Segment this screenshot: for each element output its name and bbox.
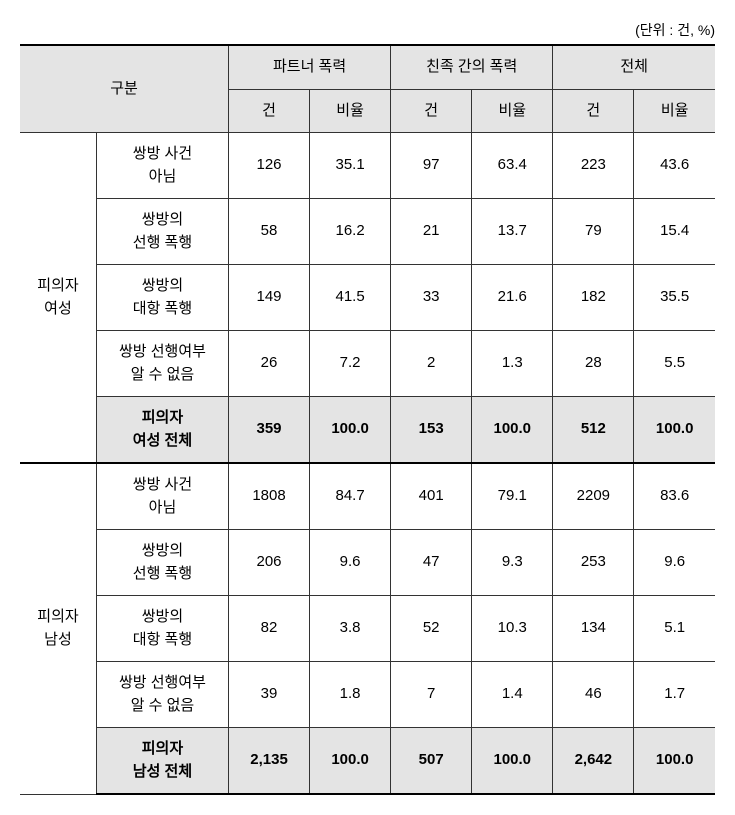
cell: 97 [391,133,472,199]
cell: 10.3 [472,596,553,662]
cell: 253 [553,530,634,596]
subtotal-row: 피의자남성 전체 2,135 100.0 507 100.0 2,642 100… [20,728,715,795]
cell: 3.8 [310,596,391,662]
cell: 2 [391,331,472,397]
cell: 100.0 [472,397,553,464]
cell: 26 [228,331,309,397]
cell: 1.8 [310,662,391,728]
cell: 507 [391,728,472,795]
table-wrapper: (단위 : 건, %) 구분 파트너 폭력 친족 간의 폭력 전체 건 비율 건… [20,20,715,795]
cell: 5.1 [634,596,715,662]
cell: 58 [228,199,309,265]
cell: 512 [553,397,634,464]
cell: 9.3 [472,530,553,596]
cell: 79.1 [472,463,553,530]
header-category: 구분 [20,45,228,133]
table-row: 쌍방의대항 폭행 149 41.5 33 21.6 182 35.5 [20,265,715,331]
cell: 182 [553,265,634,331]
table-header: 구분 파트너 폭력 친족 간의 폭력 전체 건 비율 건 비율 건 비율 [20,45,715,133]
subtotal-row: 피의자여성 전체 359 100.0 153 100.0 512 100.0 [20,397,715,464]
cell: 100.0 [310,397,391,464]
table-row: 피의자여성 쌍방 사건아님 126 35.1 97 63.4 223 43.6 [20,133,715,199]
cell: 39 [228,662,309,728]
row-label: 쌍방의선행 폭행 [96,199,228,265]
cell: 2209 [553,463,634,530]
cell: 5.5 [634,331,715,397]
unit-label: (단위 : 건, %) [20,20,715,40]
header-sub: 비율 [472,89,553,133]
cell: 15.4 [634,199,715,265]
cell: 1808 [228,463,309,530]
cell: 47 [391,530,472,596]
header-sub: 비율 [634,89,715,133]
cell: 21.6 [472,265,553,331]
header-group-1: 친족 간의 폭력 [391,45,553,89]
row-label: 쌍방의대항 폭행 [96,596,228,662]
row-label: 쌍방 사건아님 [96,133,228,199]
cell: 35.1 [310,133,391,199]
table-row: 쌍방 선행여부알 수 없음 39 1.8 7 1.4 46 1.7 [20,662,715,728]
cell: 82 [228,596,309,662]
cell: 84.7 [310,463,391,530]
row-label: 쌍방 선행여부알 수 없음 [96,331,228,397]
row-label: 쌍방 선행여부알 수 없음 [96,662,228,728]
cell: 100.0 [634,728,715,795]
cell: 35.5 [634,265,715,331]
cell: 149 [228,265,309,331]
cell: 9.6 [634,530,715,596]
row-label: 쌍방의선행 폭행 [96,530,228,596]
table-body: 피의자여성 쌍방 사건아님 126 35.1 97 63.4 223 43.6 … [20,133,715,795]
subtotal-label: 피의자남성 전체 [96,728,228,795]
header-group-0: 파트너 폭력 [228,45,390,89]
cell: 401 [391,463,472,530]
cell: 7.2 [310,331,391,397]
cell: 223 [553,133,634,199]
cell: 126 [228,133,309,199]
cell: 33 [391,265,472,331]
table-row: 쌍방의선행 폭행 58 16.2 21 13.7 79 15.4 [20,199,715,265]
cell: 41.5 [310,265,391,331]
header-sub: 건 [553,89,634,133]
cell: 46 [553,662,634,728]
header-sub: 비율 [310,89,391,133]
header-sub: 건 [228,89,309,133]
cell: 13.7 [472,199,553,265]
cell: 100.0 [310,728,391,795]
cell: 1.3 [472,331,553,397]
table-row: 쌍방 선행여부알 수 없음 26 7.2 2 1.3 28 5.5 [20,331,715,397]
cell: 79 [553,199,634,265]
cell: 2,135 [228,728,309,795]
group-label: 피의자여성 [20,133,96,464]
group-label: 피의자남성 [20,463,96,794]
subtotal-label: 피의자여성 전체 [96,397,228,464]
cell: 206 [228,530,309,596]
cell: 1.4 [472,662,553,728]
cell: 83.6 [634,463,715,530]
cell: 359 [228,397,309,464]
cell: 2,642 [553,728,634,795]
cell: 153 [391,397,472,464]
table-row: 쌍방의대항 폭행 82 3.8 52 10.3 134 5.1 [20,596,715,662]
header-group-2: 전체 [553,45,715,89]
cell: 43.6 [634,133,715,199]
row-label: 쌍방 사건아님 [96,463,228,530]
data-table: 구분 파트너 폭력 친족 간의 폭력 전체 건 비율 건 비율 건 비율 피의자… [20,44,715,795]
table-row: 쌍방의선행 폭행 206 9.6 47 9.3 253 9.6 [20,530,715,596]
cell: 63.4 [472,133,553,199]
cell: 16.2 [310,199,391,265]
row-label: 쌍방의대항 폭행 [96,265,228,331]
cell: 28 [553,331,634,397]
table-row: 피의자남성 쌍방 사건아님 1808 84.7 401 79.1 2209 83… [20,463,715,530]
cell: 134 [553,596,634,662]
cell: 7 [391,662,472,728]
cell: 21 [391,199,472,265]
cell: 100.0 [634,397,715,464]
cell: 52 [391,596,472,662]
cell: 9.6 [310,530,391,596]
cell: 100.0 [472,728,553,795]
header-sub: 건 [391,89,472,133]
cell: 1.7 [634,662,715,728]
